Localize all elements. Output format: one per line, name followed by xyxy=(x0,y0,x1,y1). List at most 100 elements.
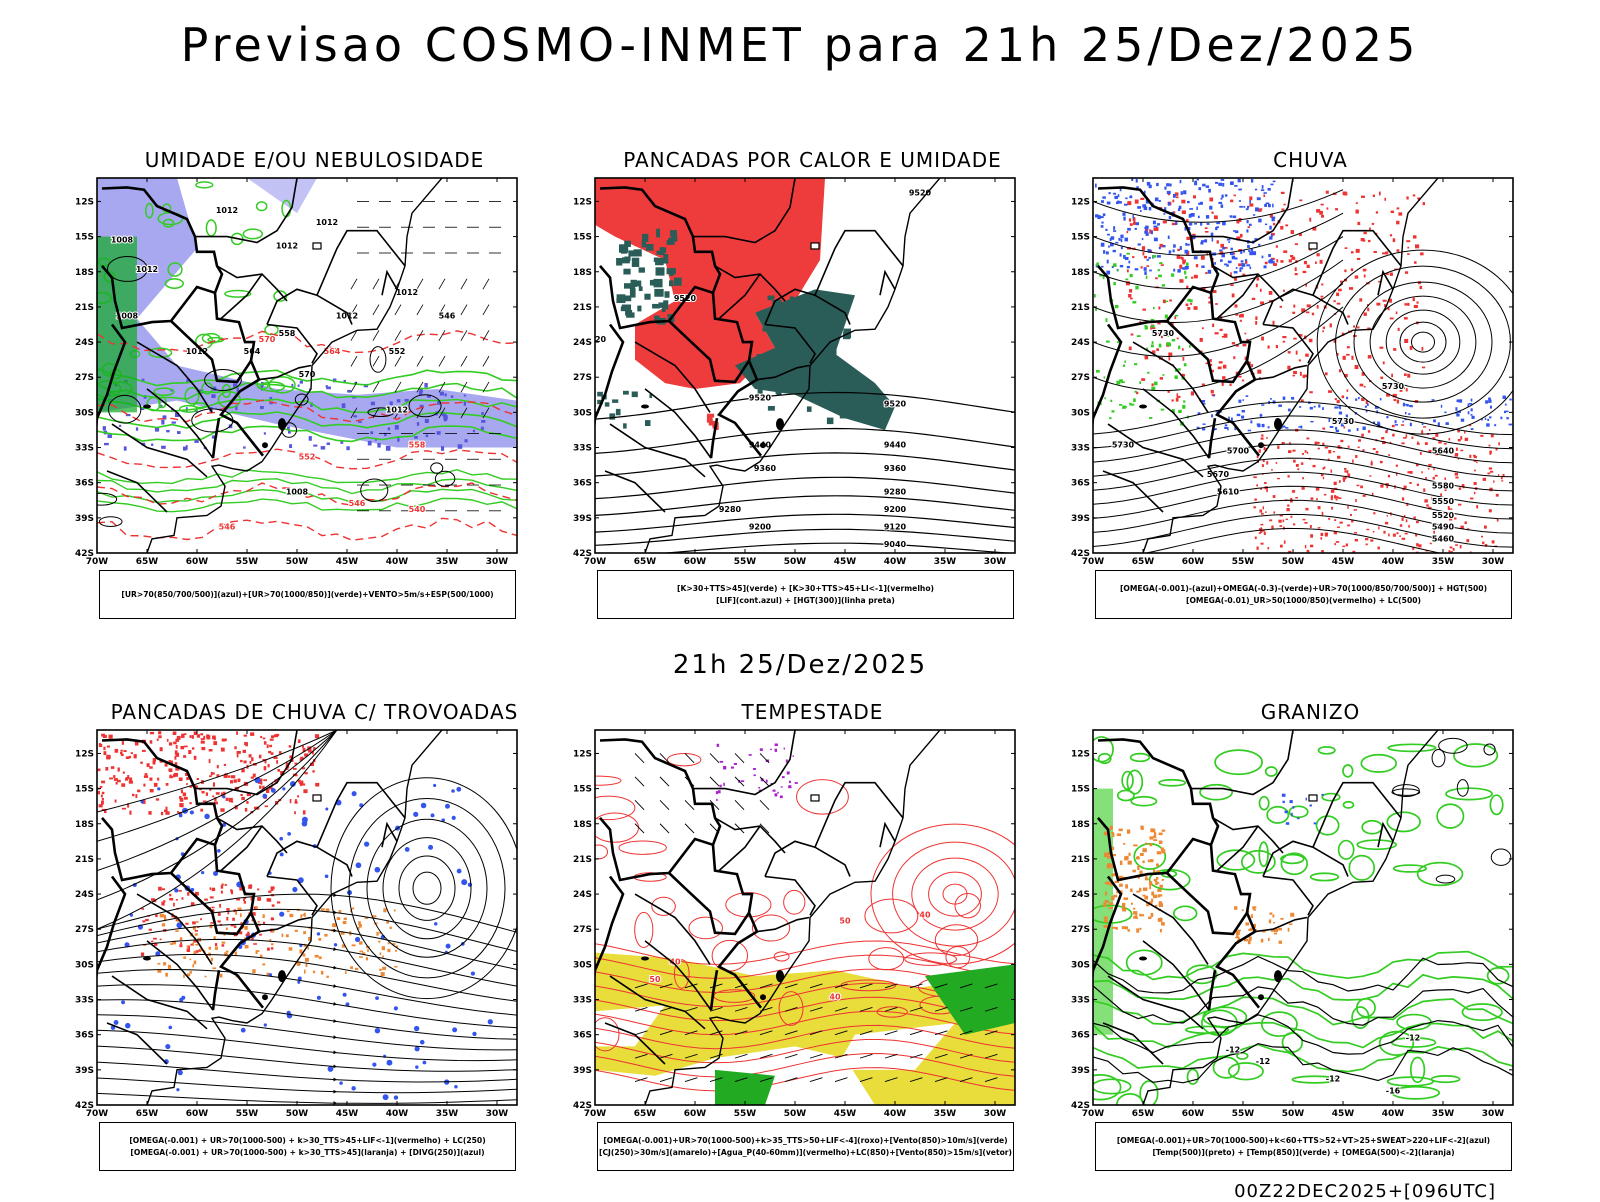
map-canvas[interactable]: 405040504012S15S18S21S24S27S30S33S36S39S… xyxy=(570,726,1040,1122)
isobar xyxy=(434,470,456,487)
omega-blue xyxy=(1379,398,1382,401)
divergence-dot xyxy=(451,815,456,820)
divergence-dot xyxy=(472,1031,477,1037)
rain-omega-red xyxy=(1334,495,1337,499)
rain-omega-red xyxy=(1457,430,1461,433)
streamline xyxy=(97,730,338,842)
temp850-contour xyxy=(1202,1006,1248,1028)
state-border xyxy=(814,781,904,848)
rain-omega-red xyxy=(1473,456,1477,459)
shower-orange xyxy=(195,943,199,946)
thunderstorm-red xyxy=(274,779,278,783)
contour-label: 1012 xyxy=(316,218,338,227)
map-canvas[interactable]: 5730573057305730570056705640561055805550… xyxy=(1068,174,1538,570)
rain-omega-red xyxy=(1260,542,1264,545)
omega-green xyxy=(1177,368,1181,371)
lon-tick-label: 60W xyxy=(684,1109,707,1119)
contour-label: 9280 xyxy=(719,505,742,514)
panel-pancadas-calor[interactable]: PANCADAS POR CALOR E UMIDADE 9520 9520 952… xyxy=(570,148,1055,623)
hgt500-line xyxy=(1143,527,1443,553)
wind-vector xyxy=(809,1053,823,1059)
rain-omega-red xyxy=(1294,243,1298,246)
rain-omega-red xyxy=(1401,442,1405,445)
rain-omega-red xyxy=(1352,550,1356,553)
rh-lower-contour xyxy=(195,181,214,189)
humidity-upper-core xyxy=(387,427,391,431)
temp850-contour xyxy=(1360,753,1398,773)
contour-label: 5700 xyxy=(1227,446,1250,455)
omega-orange xyxy=(1109,864,1113,867)
shower-orange xyxy=(189,958,192,961)
thunderstorm-red xyxy=(239,931,243,935)
humidity-upper-core xyxy=(347,389,352,393)
omega-blue xyxy=(1211,237,1214,242)
severe-purple xyxy=(741,780,745,783)
country-border xyxy=(599,265,714,330)
omega-orange xyxy=(1160,847,1164,851)
thunderstorm-red xyxy=(168,742,173,746)
streamline-850 xyxy=(595,1067,1015,1092)
humidity-upper-core xyxy=(171,421,176,424)
divergence-dot xyxy=(354,936,361,943)
rain-omega-red xyxy=(1224,246,1228,249)
thunderstorm-red xyxy=(236,751,241,754)
thunderstorm-red xyxy=(210,922,213,924)
omega-orange xyxy=(1142,894,1146,897)
wind-vector xyxy=(959,1053,973,1059)
humidity-upper-core xyxy=(299,380,303,384)
unstable-area-red xyxy=(595,178,825,389)
shower-orange xyxy=(367,949,369,952)
streamline-850 xyxy=(595,954,1015,979)
rain-omega-red xyxy=(1378,191,1381,196)
instability-area-green xyxy=(770,365,776,371)
wind-vector xyxy=(859,1077,873,1082)
omega-blue xyxy=(1164,186,1167,190)
shower-orange xyxy=(342,920,347,925)
lon-tick-label: 45W xyxy=(834,1109,857,1119)
contour-label: -12 xyxy=(1406,1034,1420,1043)
omega-blue xyxy=(1265,202,1270,205)
omega-blue xyxy=(1220,179,1225,181)
omega-orange xyxy=(1135,913,1138,916)
wind-vector xyxy=(460,407,468,419)
rain-omega-red xyxy=(1354,532,1358,534)
omega-blue xyxy=(1216,226,1219,229)
shower-orange xyxy=(157,970,162,973)
panel-trovoadas[interactable]: PANCADAS DE CHUVA C/ TROVOADAS 12S 15S 18S… xyxy=(72,700,557,1175)
map-canvas[interactable]: 1012101210081012100810121012101210121012… xyxy=(72,174,542,570)
omega-blue xyxy=(1179,179,1182,184)
panel-chuva[interactable]: CHUVA 5730 5730 5730 5730 5700 5670 5640 5610 55… xyxy=(1068,148,1553,623)
omega-orange xyxy=(1151,898,1154,902)
omega-orange xyxy=(1248,929,1251,931)
humidity-upper-core xyxy=(353,415,358,418)
omega-orange xyxy=(1236,934,1239,937)
contour-label: 1012 xyxy=(216,206,238,215)
panel-tempestade[interactable]: TEMPESTADE 40 50 40 50 40 12S 15S 18S 21S 24S 27S 3… xyxy=(570,700,1055,1175)
frame-border xyxy=(1092,177,1514,554)
lon-tick-label: 55W xyxy=(236,557,259,567)
lat-tick-label: 15S xyxy=(75,785,94,795)
panel-granizo[interactable]: GRANIZO -12 -12 -12 -12 -16 12S 15S 18S 21S 24S 27… xyxy=(1068,700,1553,1175)
thunderstorm-red xyxy=(104,809,107,814)
thunderstorm-red xyxy=(205,792,209,796)
omega-blue xyxy=(1267,188,1271,191)
humidity-upper-core xyxy=(441,413,447,417)
omega-green xyxy=(1189,299,1193,303)
instability-area-green xyxy=(654,288,664,297)
panel-umidade[interactable]: UMIDADE E/OU NEBULOSIDADE 1012 1012 1008 10… xyxy=(72,148,557,623)
humidity-upper-core xyxy=(260,406,264,409)
omega-orange xyxy=(1123,897,1128,901)
rain-omega-red xyxy=(1428,449,1432,453)
rain-omega-red xyxy=(1260,527,1262,529)
rain-omega-red xyxy=(1336,400,1340,404)
state-border xyxy=(258,916,312,933)
omega-blue xyxy=(1245,259,1248,262)
lon-tick-label: 70W xyxy=(1082,557,1105,567)
humidity-upper-core xyxy=(404,398,409,402)
rain-omega-red xyxy=(1481,535,1483,538)
wind-vector xyxy=(859,1030,873,1036)
omega-green xyxy=(1151,341,1154,345)
map-canvas[interactable]: -12-12-12-12-1612S15S18S21S24S27S30S33S3… xyxy=(1068,726,1538,1122)
